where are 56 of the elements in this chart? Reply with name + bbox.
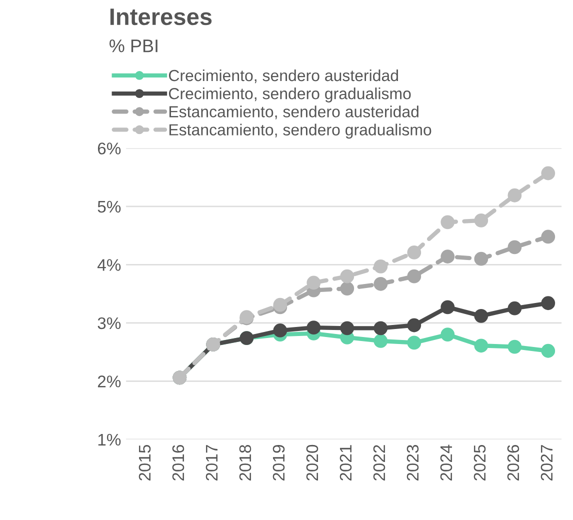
point [440, 328, 455, 342]
x-tick-label: 2026 [507, 444, 520, 480]
y-tick-label: 3% [98, 317, 121, 330]
point [474, 308, 488, 323]
legend-label: Crecimiento, sendero austeridad [168, 69, 398, 84]
point [340, 321, 354, 336]
point [541, 230, 556, 244]
point [541, 344, 556, 358]
point [474, 338, 488, 353]
legend-label: Estancamiento, sendero gradualismo [169, 124, 432, 139]
point [508, 188, 522, 202]
x-tick-label: 2019 [272, 445, 285, 480]
x-tick-label: 2022 [373, 445, 386, 480]
legend-label: Estancamiento, sendero austeridad [169, 106, 418, 120]
point [273, 324, 288, 338]
y-tick-label: 1% [98, 434, 121, 446]
point [374, 276, 388, 291]
legend-label: Crecimiento, sendero gradualismo [168, 88, 411, 102]
point [340, 269, 354, 284]
x-tick-label: 2027 [540, 445, 553, 480]
point [407, 336, 422, 350]
point [407, 318, 422, 332]
point [508, 301, 522, 316]
y-tick-label: 6% [98, 142, 121, 154]
point [474, 252, 488, 266]
y-tick-label: 4% [97, 259, 121, 271]
point [407, 269, 422, 284]
x-tick-label: 2015 [138, 444, 151, 480]
x-tick-label: 2025 [474, 444, 486, 480]
point [374, 259, 388, 274]
point [374, 321, 388, 336]
point [440, 300, 455, 314]
x-tick-label: 2016 [172, 444, 184, 480]
point [407, 246, 422, 260]
point [306, 320, 321, 335]
point [508, 240, 522, 254]
y-tick-label: 5% [98, 200, 121, 213]
point [440, 250, 455, 264]
point [273, 298, 288, 312]
point [541, 166, 556, 180]
x-tick-label: 2024 [440, 444, 452, 480]
x-tick-label: 2020 [306, 444, 318, 480]
point [440, 215, 455, 230]
point [508, 340, 522, 354]
point [374, 334, 388, 348]
x-tick-label: 2018 [239, 444, 252, 480]
chart-subtitle: % PBI [110, 40, 158, 52]
y-tick-label: 2% [98, 376, 121, 388]
point [474, 213, 488, 228]
chart-title: Intereses [110, 8, 212, 26]
x-tick-label: 2023 [406, 444, 419, 480]
x-tick-label: 2017 [206, 445, 218, 480]
point [340, 282, 354, 296]
point [306, 276, 321, 290]
point [541, 296, 556, 310]
x-tick-label: 2021 [340, 445, 352, 480]
